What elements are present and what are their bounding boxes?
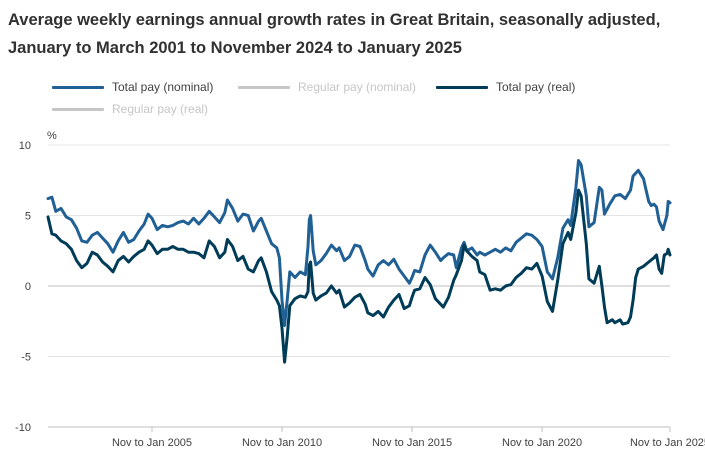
x-tick-label: Nov to Jan 2015 bbox=[372, 437, 452, 449]
series-line-total-pay-real bbox=[46, 188, 672, 364]
legend-item-total-pay-real[interactable]: Total pay (real) bbox=[436, 80, 575, 94]
legend-label: Regular pay (nominal) bbox=[298, 80, 417, 94]
legend-item-regular-pay-nominal[interactable]: Regular pay (nominal) bbox=[238, 80, 416, 94]
y-tick-label: 0 bbox=[25, 281, 31, 293]
legend-label: Regular pay (real) bbox=[112, 102, 209, 116]
legend-swatch bbox=[436, 85, 488, 89]
x-tick-label: Nov to Jan 2020 bbox=[502, 437, 582, 449]
legend-swatch bbox=[238, 85, 290, 89]
legend-item-total-pay-nominal[interactable]: Total pay (nominal) bbox=[52, 80, 213, 94]
x-tick-label: Nov to Jan 2005 bbox=[112, 437, 192, 449]
y-tick-label: -10 bbox=[15, 422, 31, 434]
series-line-total-pay-nominal bbox=[46, 159, 672, 327]
y-tick-label: 10 bbox=[19, 140, 31, 152]
x-tick-label: Nov to Jan 2010 bbox=[242, 437, 322, 449]
y-tick-label: -5 bbox=[21, 352, 31, 364]
legend-swatch bbox=[52, 85, 104, 89]
x-tick-label: Nov to Jan 2025 bbox=[630, 437, 705, 449]
y-axis-unit-label: % bbox=[47, 130, 57, 142]
y-tick-label: 5 bbox=[25, 211, 31, 223]
legend-label: Total pay (real) bbox=[496, 80, 576, 94]
legend-label: Total pay (nominal) bbox=[112, 80, 214, 94]
legend-swatch bbox=[52, 107, 104, 111]
chart-title: Average weekly earnings annual growth ra… bbox=[8, 11, 661, 57]
legend-item-regular-pay-real[interactable]: Regular pay (real) bbox=[52, 102, 208, 116]
